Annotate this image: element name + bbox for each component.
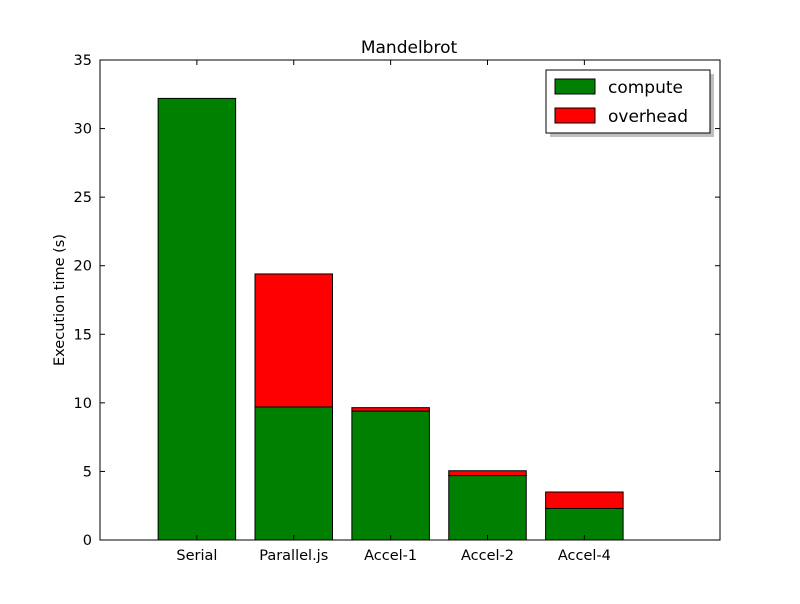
x-tick-label: Serial: [176, 548, 217, 564]
chart-title: Mandelbrot: [361, 38, 458, 58]
y-tick-label: 25: [74, 190, 92, 206]
y-tick-label: 20: [74, 259, 92, 275]
legend: compute overhead: [545, 69, 714, 137]
bar-overhead-accel-4: [545, 491, 624, 509]
bar-compute-accel-1: [351, 410, 430, 541]
y-tick-label: 5: [83, 464, 92, 480]
y-axis-label: Execution time (s): [52, 234, 68, 366]
axes-frame: [99, 59, 721, 541]
bar-overhead-accel-1: [351, 407, 430, 412]
y-tick-label: 30: [74, 122, 92, 138]
ticks-group: 0 5 10 15 20 25 30 35 Serial Parallel.js Accel-1 Ac…: [74, 53, 720, 564]
legend-label-overhead: overhead: [608, 107, 688, 127]
bar-overhead-accel-2: [448, 470, 527, 477]
bar-compute-serial: [157, 97, 237, 541]
bar-compute-accel-2: [448, 475, 527, 541]
y-tick-label: 10: [74, 396, 92, 412]
x-tick-label: Parallel.js: [259, 548, 328, 564]
x-tick-label: Accel-4: [558, 548, 611, 564]
x-tick-label: Accel-1: [364, 548, 417, 564]
y-tick-label: 15: [74, 327, 92, 343]
legend-label-compute: compute: [608, 78, 683, 98]
legend-swatch-overhead: [554, 107, 596, 124]
bar-compute-parallel-js: [254, 406, 333, 541]
legend-swatch-compute: [554, 78, 596, 95]
x-tick-label: Accel-2: [461, 548, 514, 564]
y-tick-label: 0: [83, 533, 92, 549]
bars-group: [157, 97, 624, 541]
bar-overhead-parallel-js: [254, 273, 333, 408]
axes-group: [99, 59, 721, 541]
y-tick-label: 35: [74, 53, 92, 69]
bar-compute-accel-4: [545, 507, 624, 541]
